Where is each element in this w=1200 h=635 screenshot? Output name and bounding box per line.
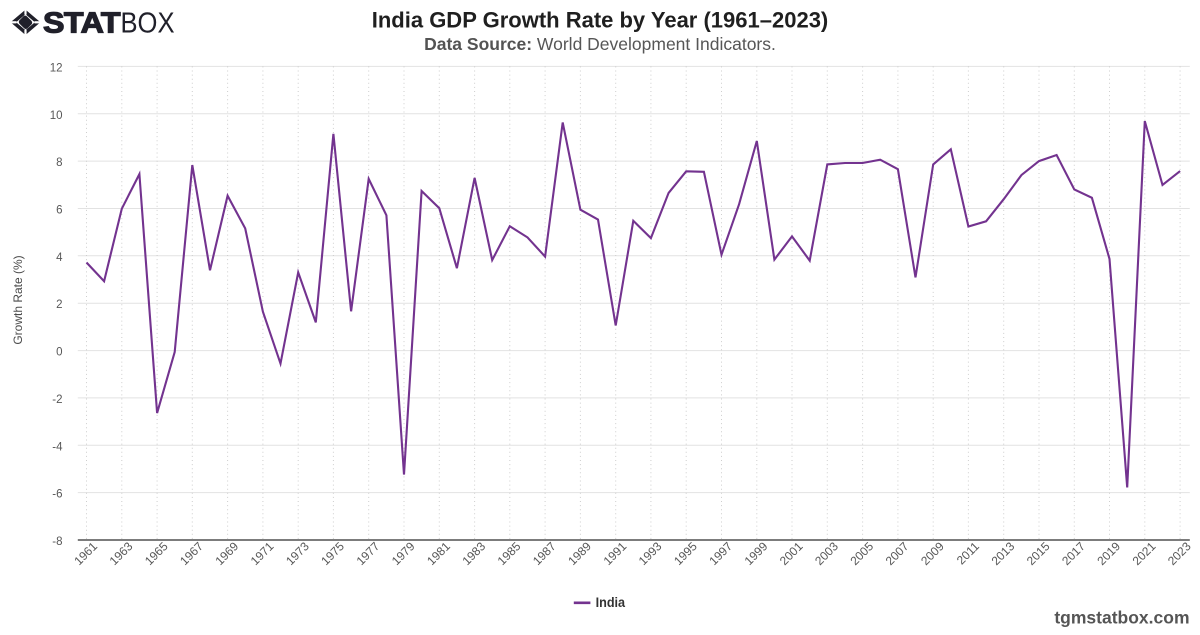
- svg-text:10: 10: [50, 110, 63, 122]
- svg-text:8: 8: [56, 157, 62, 169]
- svg-text:-4: -4: [52, 441, 63, 453]
- svg-text:12: 12: [50, 62, 63, 74]
- svg-text:2: 2: [56, 299, 62, 311]
- svg-text:6: 6: [56, 205, 62, 217]
- svg-text:-8: -8: [52, 536, 62, 548]
- svg-text:India GDP Growth Rate by Year: India GDP Growth Rate by Year (1961–2023…: [372, 8, 829, 33]
- svg-text:Growth Rate (%): Growth Rate (%): [11, 255, 25, 344]
- svg-text:BOX: BOX: [121, 7, 175, 39]
- svg-text:STAT: STAT: [43, 7, 121, 39]
- svg-text:-6: -6: [52, 489, 62, 501]
- svg-text:tgmstatbox.com: tgmstatbox.com: [1054, 608, 1189, 628]
- svg-text:0: 0: [56, 347, 62, 359]
- svg-text:4: 4: [56, 252, 63, 264]
- svg-text:-2: -2: [52, 394, 62, 406]
- svg-text:Data Source: World Development: Data Source: World Development Indicator…: [424, 34, 776, 54]
- svg-text:India: India: [596, 594, 626, 610]
